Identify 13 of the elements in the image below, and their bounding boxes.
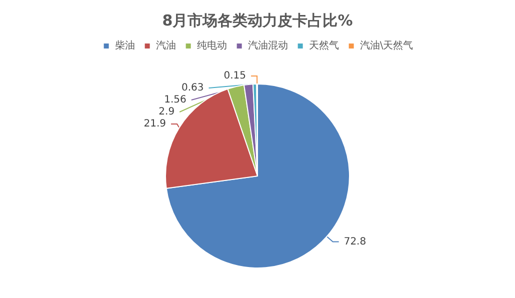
data-label: 0.15: [224, 70, 246, 82]
data-label: 1.56: [164, 94, 186, 106]
data-label: 0.63: [181, 82, 204, 94]
legend-label: 汽油: [156, 40, 176, 52]
data-label: 21.9: [144, 118, 166, 130]
legend-label: 汽油\天然气: [360, 40, 414, 52]
data-label: 2.9: [158, 106, 175, 118]
chart-title: 8月市场各类动力皮卡占比%: [162, 12, 353, 30]
legend-label: 汽油混动: [248, 40, 288, 52]
legend-label: 天然气: [308, 40, 339, 52]
data-label: 72.8: [344, 236, 366, 248]
legend-label: 纯电动: [196, 40, 227, 52]
legend-label: 柴油: [114, 40, 135, 52]
